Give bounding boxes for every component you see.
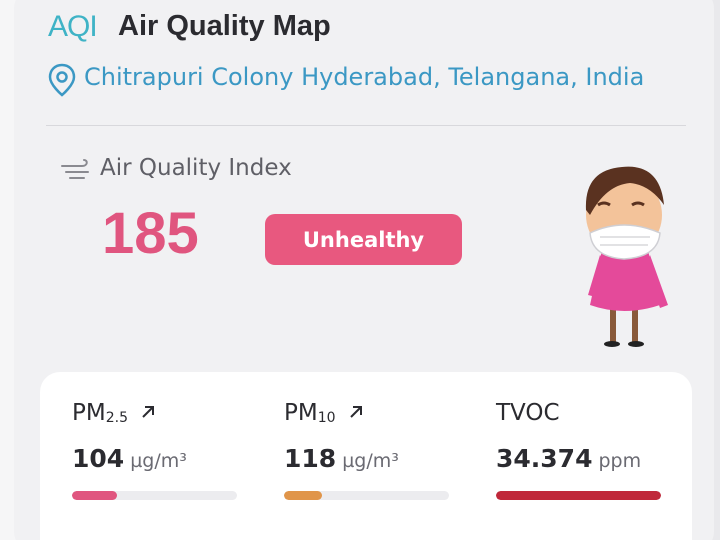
pollutant-value-row: 34.374 ppm	[496, 444, 641, 473]
pollutant-name: PM10	[284, 400, 364, 426]
trend-arrow	[142, 406, 154, 418]
aqi-value: 185	[102, 201, 199, 266]
pollutant-name: PM2.5	[72, 400, 156, 426]
pollutant: PM2.5 104 µg/m³	[72, 372, 262, 532]
level-bar-fill	[496, 491, 661, 500]
pollutant-value-row: 104 µg/m³	[72, 444, 187, 473]
pollutant: TVOC 34.374 ppm	[496, 372, 686, 532]
app-title: Air Quality Map	[118, 10, 331, 42]
aqi-status: Unhealthy	[265, 214, 462, 265]
pollutant-label: PM	[284, 400, 318, 426]
pollutant-value: 34.374	[496, 444, 593, 473]
pollutant-name: TVOC	[496, 400, 560, 426]
aqi-label: Air Quality Index	[100, 155, 292, 181]
level-bar-fill	[72, 491, 117, 500]
pollutant-value: 104	[72, 444, 125, 473]
location-pin-icon	[48, 63, 76, 97]
pollutant-subscript: 10	[317, 410, 336, 426]
wind-icon	[61, 159, 89, 179]
pollutant-panel: PM2.5 104 µg/m³ PM10 118 µg/m³ TVOC 34.374 ppm	[40, 372, 692, 540]
pollutant-value: 118	[284, 444, 337, 473]
location[interactable]: Chitrapuri Colony Hyderabad, Telangana, …	[84, 63, 645, 91]
logo: AQI	[48, 10, 98, 43]
pollutant: PM10 118 µg/m³	[284, 372, 474, 532]
pollutant-unit: µg/m³	[130, 450, 187, 472]
pollutant-subscript: 2.5	[105, 410, 128, 426]
level-bar-track	[496, 491, 661, 500]
pollutant-value-row: 118 µg/m³	[284, 444, 399, 473]
pollutant-unit: µg/m³	[342, 450, 399, 472]
character-illustration	[585, 166, 668, 347]
divider	[46, 125, 686, 126]
pollutant-label: PM	[72, 400, 106, 426]
pollutant-unit: ppm	[598, 450, 642, 472]
pollutant-label: TVOC	[496, 400, 560, 426]
trend-arrow	[349, 406, 362, 418]
level-bar-track	[284, 491, 449, 500]
level-bar-fill	[284, 491, 322, 500]
level-bar-track	[72, 491, 237, 500]
